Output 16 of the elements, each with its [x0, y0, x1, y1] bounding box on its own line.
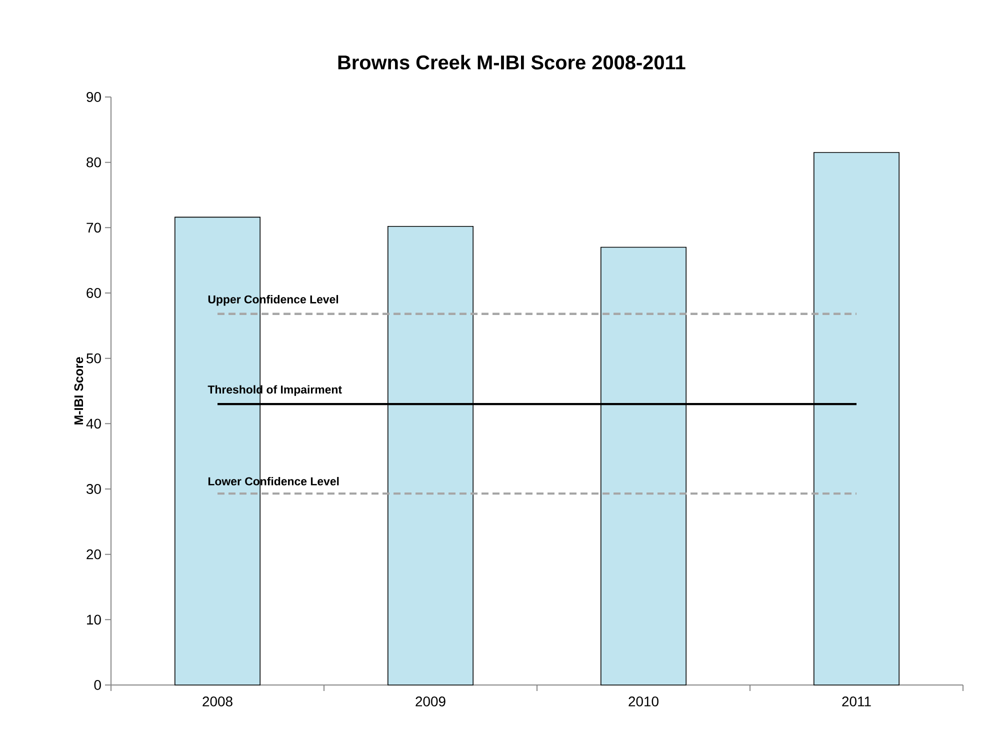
y-tick-label: 80 — [86, 157, 101, 168]
y-tick-label: 70 — [86, 222, 101, 233]
y-tick-label: 90 — [86, 92, 101, 102]
y-tick-label: 60 — [86, 288, 101, 298]
y-tick-label: 40 — [86, 418, 101, 429]
x-tick-label: 2008 — [202, 696, 232, 706]
y-tick-label: 50 — [86, 353, 101, 364]
chart-title: Browns Creek M-IBI Score 2008-2011 — [338, 54, 686, 70]
y-tick-label: 20 — [86, 549, 101, 560]
y-tick-label: 30 — [86, 484, 101, 494]
x-tick-label: 2011 — [842, 696, 871, 706]
x-tick-label: 2009 — [416, 696, 446, 706]
y-tick-label: 0 — [94, 680, 101, 690]
x-tick-label: 2010 — [628, 696, 658, 706]
y-axis-title: M-IBI Score — [74, 357, 84, 424]
y-tick-label: 10 — [87, 614, 101, 625]
